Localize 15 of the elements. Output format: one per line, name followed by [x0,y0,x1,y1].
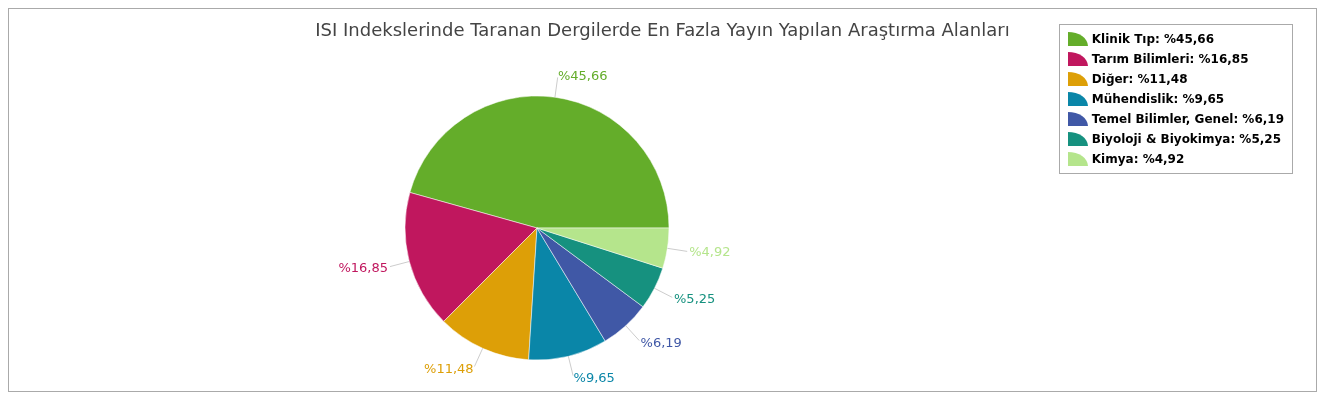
legend-label: Biyoloji & Biyokimya: %5,25 [1091,131,1281,148]
data-label: %11,48 [424,360,474,376]
data-label: %9,65 [573,370,615,386]
data-label: %6,19 [640,334,682,350]
legend-label: Temel Bilimler, Genel: %6,19 [1091,111,1284,128]
legend-label: Diğer: %11,48 [1091,71,1188,88]
legend-label: Kimya: %4,92 [1091,151,1185,168]
legend-label: Tarım Bilimleri: %16,85 [1091,51,1249,68]
data-label: %45,66 [557,67,608,83]
legend-label: Klinik Tıp: %45,66 [1091,31,1214,48]
data-label: %4,92 [689,244,731,260]
legend-label: Mühendislik: %9,65 [1091,91,1225,108]
data-label: %16,85 [338,259,389,275]
data-label: %5,25 [674,290,716,306]
chart-title: ISI Indekslerinde Taranan Dergilerde En Fazla Yayın Yapılan Araştırma Alanları [315,19,1010,40]
